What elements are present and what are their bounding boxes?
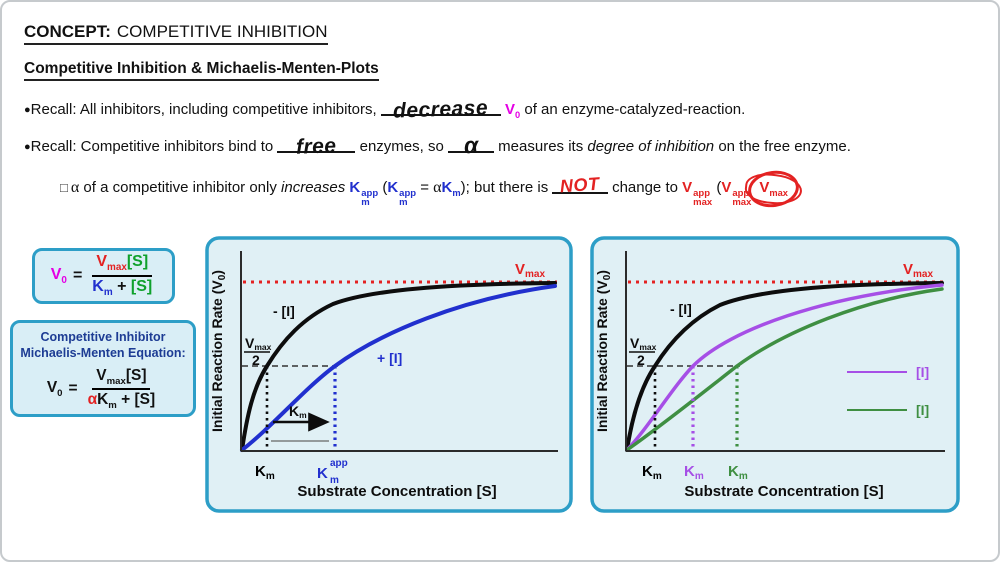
michaelis-menten-plot-increasing-inhibitor: Vmax - [I] Vmax 2 [I] [I] Km Km Km Subst…	[590, 236, 960, 513]
km-tick-label: Km	[255, 463, 275, 482]
km-app-tick-label: K	[317, 465, 328, 482]
square-bullet-icon: □	[60, 180, 68, 195]
curve-low-inhibitor	[625, 283, 944, 452]
competitive-inhibitor-equation-box: Competitive Inhibitor Michaelis-Menten E…	[10, 320, 196, 417]
vmax-symbol: Vmax	[759, 179, 788, 198]
km-app-subscript: m	[330, 475, 339, 486]
fill-in-blank-alpha: α	[448, 132, 494, 158]
half-vmax-label-numerator: Vmax	[630, 335, 657, 352]
section-subtitle: Competitive Inhibition & Michaelis-Mente…	[24, 60, 379, 81]
v0-symbol: V0	[50, 265, 67, 287]
no-inhibitor-label: - [I]	[273, 303, 295, 319]
v0-symbol: V0	[46, 379, 63, 400]
plot-frame	[205, 236, 573, 513]
equation-box-title: Competitive Inhibitor Michaelis-Menten E…	[20, 330, 186, 360]
y-axis-label: Initial Reaction Rate (V0)	[209, 270, 228, 432]
bullet-2: ●Recall: Competitive inhibitors bind to …	[24, 131, 851, 159]
fraction: Vmax[S] Km + [S]	[92, 253, 153, 299]
with-inhibitor-label: + [I]	[377, 350, 402, 366]
page-title: CONCEPT: COMPETITIVE INHIBITION	[24, 22, 328, 45]
y-axis-label: Initial Reaction Rate (V0)	[594, 270, 613, 432]
km-tick-black: Km	[642, 463, 662, 482]
half-vmax-label-denominator: 2	[637, 352, 645, 368]
vmax-label: Vmax	[515, 261, 545, 280]
fill-in-blank-decrease: decrease	[380, 96, 501, 123]
concept-title: COMPETITIVE INHIBITION	[116, 22, 328, 41]
half-vmax-label-numerator: Vmax	[245, 335, 272, 352]
half-vmax-label-denominator: 2	[252, 352, 260, 368]
michaelis-menten-equation-box: V0 = Vmax[S] Km + [S]	[32, 248, 175, 304]
fill-in-blank-free: free	[277, 134, 356, 159]
vmax-label: Vmax	[903, 261, 933, 280]
legend-label-green: [I]	[916, 402, 929, 418]
curve-with-inhibitor	[240, 284, 557, 452]
x-axis-label: Substrate Concentration [S]	[297, 483, 496, 500]
v0-symbol: V0	[505, 101, 521, 120]
km-arrow-label: Km	[289, 403, 307, 420]
km-symbol: Km	[441, 179, 461, 198]
michaelis-menten-plot-competitive: Vmax - [I] + [I] Vmax 2 Km Km K app m Su…	[205, 236, 573, 513]
bullet-icon: ●	[24, 104, 31, 116]
legend-label-purple: [I]	[916, 364, 929, 380]
concept-label: CONCEPT:	[24, 22, 111, 41]
sub-bullet-alpha-note: □ α of a competitive inhibitor only incre…	[60, 173, 799, 209]
red-circle-annotation: Vmax	[753, 178, 794, 200]
curve-no-inhibitor	[625, 281, 944, 452]
km-tick-green: Km	[728, 463, 748, 482]
fill-in-blank-not: NOT	[552, 174, 608, 196]
bullet-icon: ●	[24, 141, 31, 153]
fraction: Vmax[S] αKm + [S]	[87, 367, 156, 412]
km-app-superscript: app	[330, 458, 348, 469]
no-inhibitor-label: - [I]	[670, 301, 692, 317]
curve-no-inhibitor	[240, 281, 557, 452]
bullet-1: ●Recall: All inhibitors, including compe…	[24, 96, 746, 123]
km-tick-purple: Km	[684, 463, 704, 482]
x-axis-label: Substrate Concentration [S]	[684, 483, 883, 500]
curve-high-inhibitor	[625, 287, 944, 452]
